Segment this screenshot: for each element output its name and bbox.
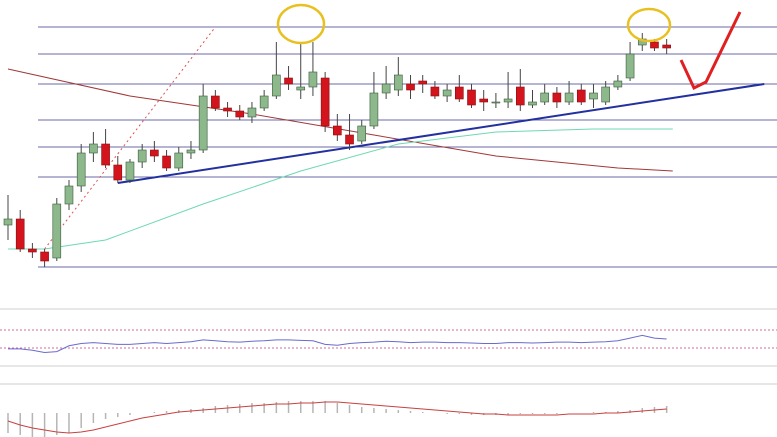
candle-body bbox=[284, 77, 293, 85]
highlight-circle bbox=[626, 7, 672, 43]
candle-body bbox=[296, 86, 306, 91]
candle-body bbox=[28, 248, 37, 253]
candle-body bbox=[235, 110, 245, 118]
candle-body bbox=[174, 152, 184, 169]
candle-body bbox=[198, 95, 208, 151]
candle-body bbox=[479, 98, 489, 103]
candle-body bbox=[503, 98, 513, 103]
candle-body bbox=[76, 152, 86, 187]
candle-body bbox=[625, 53, 635, 79]
candle-body bbox=[662, 44, 671, 49]
candle-body bbox=[381, 83, 391, 94]
candle-body bbox=[540, 92, 549, 103]
candle-body bbox=[162, 155, 171, 169]
candle-body bbox=[186, 149, 196, 154]
candle-body bbox=[394, 74, 403, 91]
candle-body bbox=[430, 86, 440, 97]
candle-body bbox=[64, 185, 74, 205]
plot bbox=[0, 26, 777, 437]
candle-body bbox=[137, 149, 147, 163]
candle-body bbox=[320, 77, 330, 127]
candle-body bbox=[40, 251, 49, 262]
projection-arrow bbox=[679, 11, 742, 91]
candle-body bbox=[491, 101, 501, 104]
candle-body bbox=[101, 143, 110, 166]
candle-body bbox=[576, 89, 586, 103]
rsi-line bbox=[8, 334, 667, 354]
candle-body bbox=[15, 218, 25, 250]
candle-body bbox=[564, 92, 574, 103]
moving-average-slow bbox=[7, 68, 673, 172]
candle-body bbox=[125, 161, 135, 181]
candle-body bbox=[369, 92, 379, 127]
candle-body bbox=[272, 74, 281, 97]
candle-body bbox=[467, 89, 476, 106]
candle-body bbox=[223, 107, 232, 112]
candle-body bbox=[357, 125, 367, 142]
candle-body bbox=[650, 41, 659, 49]
channel-line bbox=[44, 26, 216, 250]
candle-body bbox=[89, 143, 98, 154]
candle-body bbox=[333, 125, 342, 136]
candle-body bbox=[418, 80, 428, 85]
candle-body bbox=[613, 80, 623, 88]
candle-body bbox=[345, 134, 354, 145]
candle-body bbox=[52, 203, 62, 259]
candle-body bbox=[113, 164, 123, 181]
candle-body bbox=[211, 95, 220, 109]
candle-body bbox=[528, 101, 537, 106]
candle-body bbox=[601, 86, 610, 103]
candle-body bbox=[308, 71, 318, 88]
candle-body bbox=[3, 218, 13, 226]
candle-body bbox=[442, 89, 452, 97]
candle-body bbox=[589, 92, 598, 100]
highlight-circle bbox=[276, 3, 326, 45]
candle-body bbox=[455, 86, 464, 100]
candle-body bbox=[150, 149, 159, 157]
candle-body bbox=[552, 92, 562, 103]
candle-body bbox=[515, 86, 525, 106]
moving-average-fast bbox=[8, 128, 673, 250]
candle-body bbox=[247, 107, 257, 118]
candle-body bbox=[259, 95, 269, 109]
macd-signal bbox=[7, 401, 667, 434]
candle-body bbox=[406, 83, 415, 91]
trend-line bbox=[117, 83, 765, 184]
